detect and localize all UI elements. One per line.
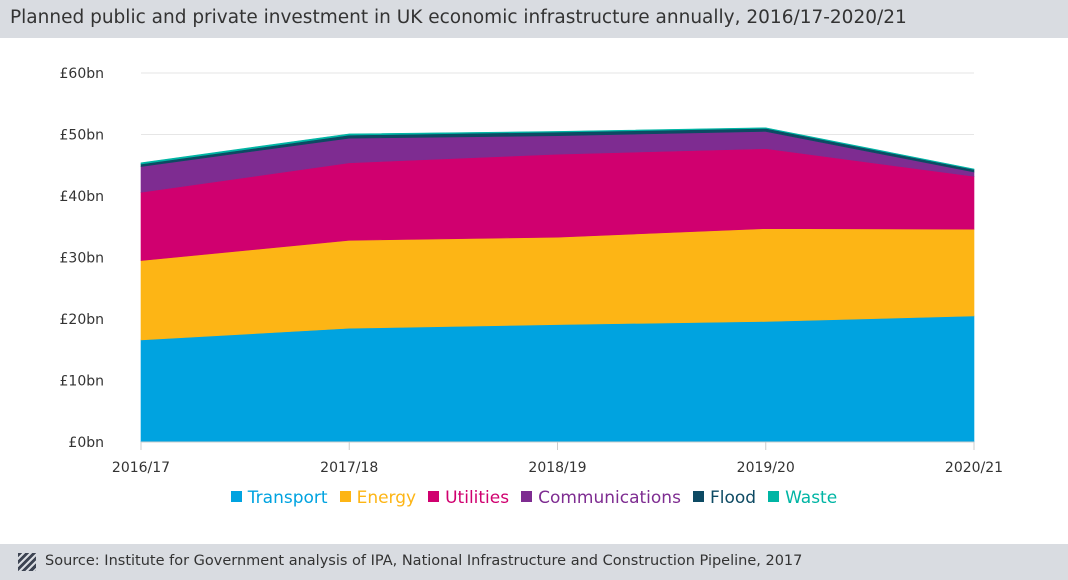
legend-label: Waste (785, 488, 838, 508)
legend-item-flood: Flood (692, 488, 757, 508)
y-tick-label: £10bn (60, 374, 104, 390)
source-bar: Source: Institute for Government analysi… (0, 544, 1068, 580)
legend-item-utilities: Utilities (428, 488, 509, 508)
y-tick-label: £60bn (60, 66, 104, 82)
legend-item-energy: Energy (339, 488, 417, 508)
hatched-square-icon (18, 553, 36, 571)
y-tick-label: £0bn (68, 435, 104, 451)
legend-item-communications: Communications (521, 488, 681, 508)
legend-item-waste: Waste (768, 488, 837, 508)
x-tick-label: 2018/19 (528, 460, 586, 476)
legend-swatch (339, 491, 351, 502)
source-note: Source: Institute for Government analysi… (45, 553, 803, 569)
legend-label: Transport (247, 488, 328, 508)
legend: Transport Energy Utilities Communications Fl… (0, 488, 1068, 508)
legend-swatch (768, 491, 780, 502)
y-tick-label: £50bn (60, 128, 104, 144)
stacked-areas (140, 127, 975, 443)
axes: £0bn £10bn £20bn £30bn £40bn £50bn £60bn 2016/1… (60, 66, 1004, 476)
legend-label: Flood (709, 488, 757, 508)
legend-swatch (428, 491, 440, 502)
legend-label: Communications (538, 488, 681, 508)
y-tick-label: £20bn (60, 312, 104, 328)
x-tick-label: 2020/21 (945, 460, 1003, 476)
title-bar: Planned public and private investment in… (0, 0, 1068, 38)
legend-label: Energy (356, 488, 417, 508)
legend-swatch (230, 491, 242, 502)
legend-label: Utilities (445, 488, 510, 508)
legend-item-transport: Transport (230, 488, 328, 508)
y-tick-label: £30bn (60, 251, 104, 267)
legend-swatch (692, 491, 704, 502)
area-chart: £0bn £10bn £20bn £30bn £40bn £50bn £60bn 2016/1… (60, 66, 1004, 476)
y-tick-label: £40bn (60, 189, 104, 205)
x-tick-label: 2016/17 (112, 460, 170, 476)
legend-swatch (521, 491, 533, 502)
x-tick-label: 2019/20 (737, 460, 795, 476)
chart-title: Planned public and private investment in… (10, 7, 907, 28)
x-tick-label: 2017/18 (320, 460, 378, 476)
area-transport (140, 315, 975, 443)
area-waste (140, 127, 975, 170)
